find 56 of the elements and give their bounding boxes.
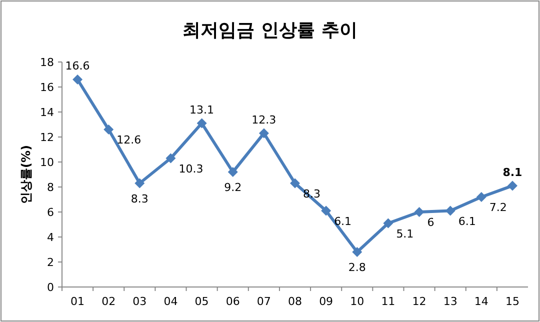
point: [476, 192, 486, 202]
data-label: 13.1: [190, 103, 214, 116]
point: [352, 247, 362, 257]
x-tick-label: 14: [474, 295, 488, 308]
data-label: 12.6: [116, 134, 142, 146]
y-tick-label: 16: [40, 81, 54, 94]
y-tick-label: 14: [40, 106, 54, 119]
x-tick-label: 08: [288, 295, 302, 308]
y-axis-title: 인상률(%): [19, 145, 33, 204]
data-label: 2.8: [348, 261, 366, 274]
data-label: 12.3: [252, 113, 276, 126]
data-label: 6: [427, 216, 434, 229]
x-tick-label: 12: [412, 295, 426, 308]
x-tick-label: 07: [256, 295, 271, 308]
data-label: 8.1: [502, 166, 522, 179]
point: [228, 167, 238, 177]
point: [72, 74, 83, 84]
point: [290, 178, 300, 188]
point: [166, 153, 176, 164]
x-tick-label: 02: [102, 295, 116, 308]
data-label: 5.1: [396, 227, 414, 240]
data-label: 10.3: [178, 162, 204, 176]
x-tick-label: 03: [132, 295, 147, 308]
chart-title: 최저임금 인상률 추이: [182, 20, 358, 41]
y-tick-label: 0: [47, 281, 54, 294]
y-tick-label: 2: [47, 256, 54, 269]
point: [196, 118, 207, 128]
data-label: 16.6: [65, 60, 90, 72]
x-tick-label: 04: [164, 295, 178, 308]
y-tick-label: 4: [47, 231, 54, 244]
y-tick-label: 12: [40, 131, 54, 144]
x-tick-label: 06: [226, 295, 240, 308]
data-label: 6.1: [334, 214, 352, 228]
data-label: 8.3: [130, 192, 148, 206]
y-tick-label: 6: [47, 206, 54, 219]
point: [507, 180, 518, 191]
data-label: 7.2: [489, 201, 507, 214]
point: [258, 128, 269, 138]
data-label: 6.1: [458, 214, 476, 228]
point: [104, 124, 114, 134]
point: [321, 206, 332, 216]
x-tick-label: 10: [350, 295, 364, 308]
x-tick-label: 09: [319, 295, 334, 308]
data-label: 9.2: [224, 181, 242, 194]
y-tick-label: 10: [40, 156, 54, 169]
x-tick-label: 01: [70, 295, 85, 308]
point: [414, 207, 424, 217]
x-tick-label: 05: [194, 295, 209, 308]
y-tick-label: 18: [40, 56, 54, 69]
point: [383, 218, 394, 228]
x-tick-label: 13: [443, 295, 458, 308]
y-tick-label: 8: [47, 181, 54, 194]
point: [134, 178, 145, 188]
x-tick-label: 15: [505, 295, 520, 308]
point: [445, 206, 456, 216]
x-tick-label: 11: [381, 295, 396, 308]
